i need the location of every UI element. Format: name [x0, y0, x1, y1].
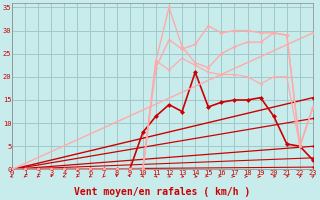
- X-axis label: Vent moyen/en rafales ( km/h ): Vent moyen/en rafales ( km/h ): [74, 187, 251, 197]
